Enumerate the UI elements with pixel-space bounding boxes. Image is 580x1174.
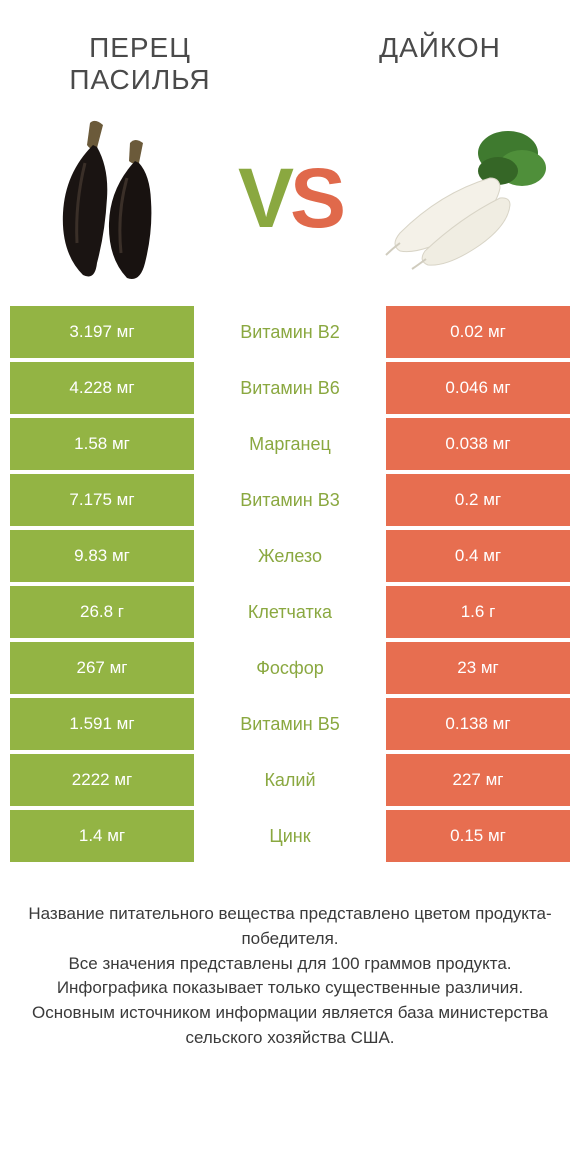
left-title-line2: ПАСИЛЬЯ bbox=[69, 64, 210, 95]
table-row: 1.4 мгЦинк0.15 мг bbox=[10, 810, 570, 862]
left-value: 9.83 мг bbox=[10, 530, 194, 582]
left-value: 3.197 мг bbox=[10, 306, 194, 358]
nutrient-label: Витамин B2 bbox=[198, 306, 382, 358]
right-title: ДАЙКОН bbox=[340, 32, 540, 96]
table-row: 4.228 мгВитамин B60.046 мг bbox=[10, 362, 570, 414]
left-product-image bbox=[30, 113, 200, 283]
right-value: 0.15 мг bbox=[386, 810, 570, 862]
right-value: 0.02 мг bbox=[386, 306, 570, 358]
right-title-text: ДАЙКОН bbox=[379, 32, 501, 63]
table-row: 267 мгФосфор23 мг bbox=[10, 642, 570, 694]
left-value: 2222 мг bbox=[10, 754, 194, 806]
right-product-image bbox=[380, 113, 550, 283]
left-value: 7.175 мг bbox=[10, 474, 194, 526]
right-value: 0.038 мг bbox=[386, 418, 570, 470]
footer-line-4: Основным источником информации является … bbox=[24, 1001, 556, 1050]
nutrient-label: Калий bbox=[198, 754, 382, 806]
infographic-container: ПЕРЕЦ ПАСИЛЬЯ ДАЙКОН VS bbox=[0, 0, 580, 1174]
table-row: 9.83 мгЖелезо0.4 мг bbox=[10, 530, 570, 582]
header: ПЕРЕЦ ПАСИЛЬЯ ДАЙКОН bbox=[0, 0, 580, 106]
nutrient-label: Цинк bbox=[198, 810, 382, 862]
right-value: 0.138 мг bbox=[386, 698, 570, 750]
right-value: 1.6 г bbox=[386, 586, 570, 638]
table-row: 1.58 мгМарганец0.038 мг bbox=[10, 418, 570, 470]
nutrient-label: Витамин B6 bbox=[198, 362, 382, 414]
footer-line-1: Название питательного вещества представл… bbox=[24, 902, 556, 951]
nutrient-label: Витамин B5 bbox=[198, 698, 382, 750]
image-row: VS bbox=[0, 106, 580, 306]
right-value: 0.046 мг bbox=[386, 362, 570, 414]
left-title: ПЕРЕЦ ПАСИЛЬЯ bbox=[40, 32, 240, 96]
left-value: 4.228 мг bbox=[10, 362, 194, 414]
table-row: 2222 мгКалий227 мг bbox=[10, 754, 570, 806]
vs-s: S bbox=[290, 151, 342, 245]
table-row: 26.8 гКлетчатка1.6 г bbox=[10, 586, 570, 638]
right-value: 0.2 мг bbox=[386, 474, 570, 526]
left-title-line1: ПЕРЕЦ bbox=[89, 32, 191, 63]
right-value: 23 мг bbox=[386, 642, 570, 694]
footer-line-3: Инфографика показывает только существенн… bbox=[24, 976, 556, 1001]
nutrition-table: 3.197 мгВитамин B20.02 мг4.228 мгВитамин… bbox=[0, 306, 580, 862]
footer-notes: Название питательного вещества представл… bbox=[0, 862, 580, 1050]
nutrient-label: Клетчатка bbox=[198, 586, 382, 638]
vs-v: V bbox=[238, 151, 290, 245]
right-value: 227 мг bbox=[386, 754, 570, 806]
left-value: 1.4 мг bbox=[10, 810, 194, 862]
right-value: 0.4 мг bbox=[386, 530, 570, 582]
left-value: 1.591 мг bbox=[10, 698, 194, 750]
left-value: 267 мг bbox=[10, 642, 194, 694]
nutrient-label: Железо bbox=[198, 530, 382, 582]
vs-label: VS bbox=[238, 150, 342, 247]
left-value: 26.8 г bbox=[10, 586, 194, 638]
left-value: 1.58 мг bbox=[10, 418, 194, 470]
nutrient-label: Марганец bbox=[198, 418, 382, 470]
nutrient-label: Фосфор bbox=[198, 642, 382, 694]
table-row: 7.175 мгВитамин B30.2 мг bbox=[10, 474, 570, 526]
footer-line-2: Все значения представлены для 100 граммо… bbox=[24, 952, 556, 977]
table-row: 3.197 мгВитамин B20.02 мг bbox=[10, 306, 570, 358]
nutrient-label: Витамин B3 bbox=[198, 474, 382, 526]
table-row: 1.591 мгВитамин B50.138 мг bbox=[10, 698, 570, 750]
